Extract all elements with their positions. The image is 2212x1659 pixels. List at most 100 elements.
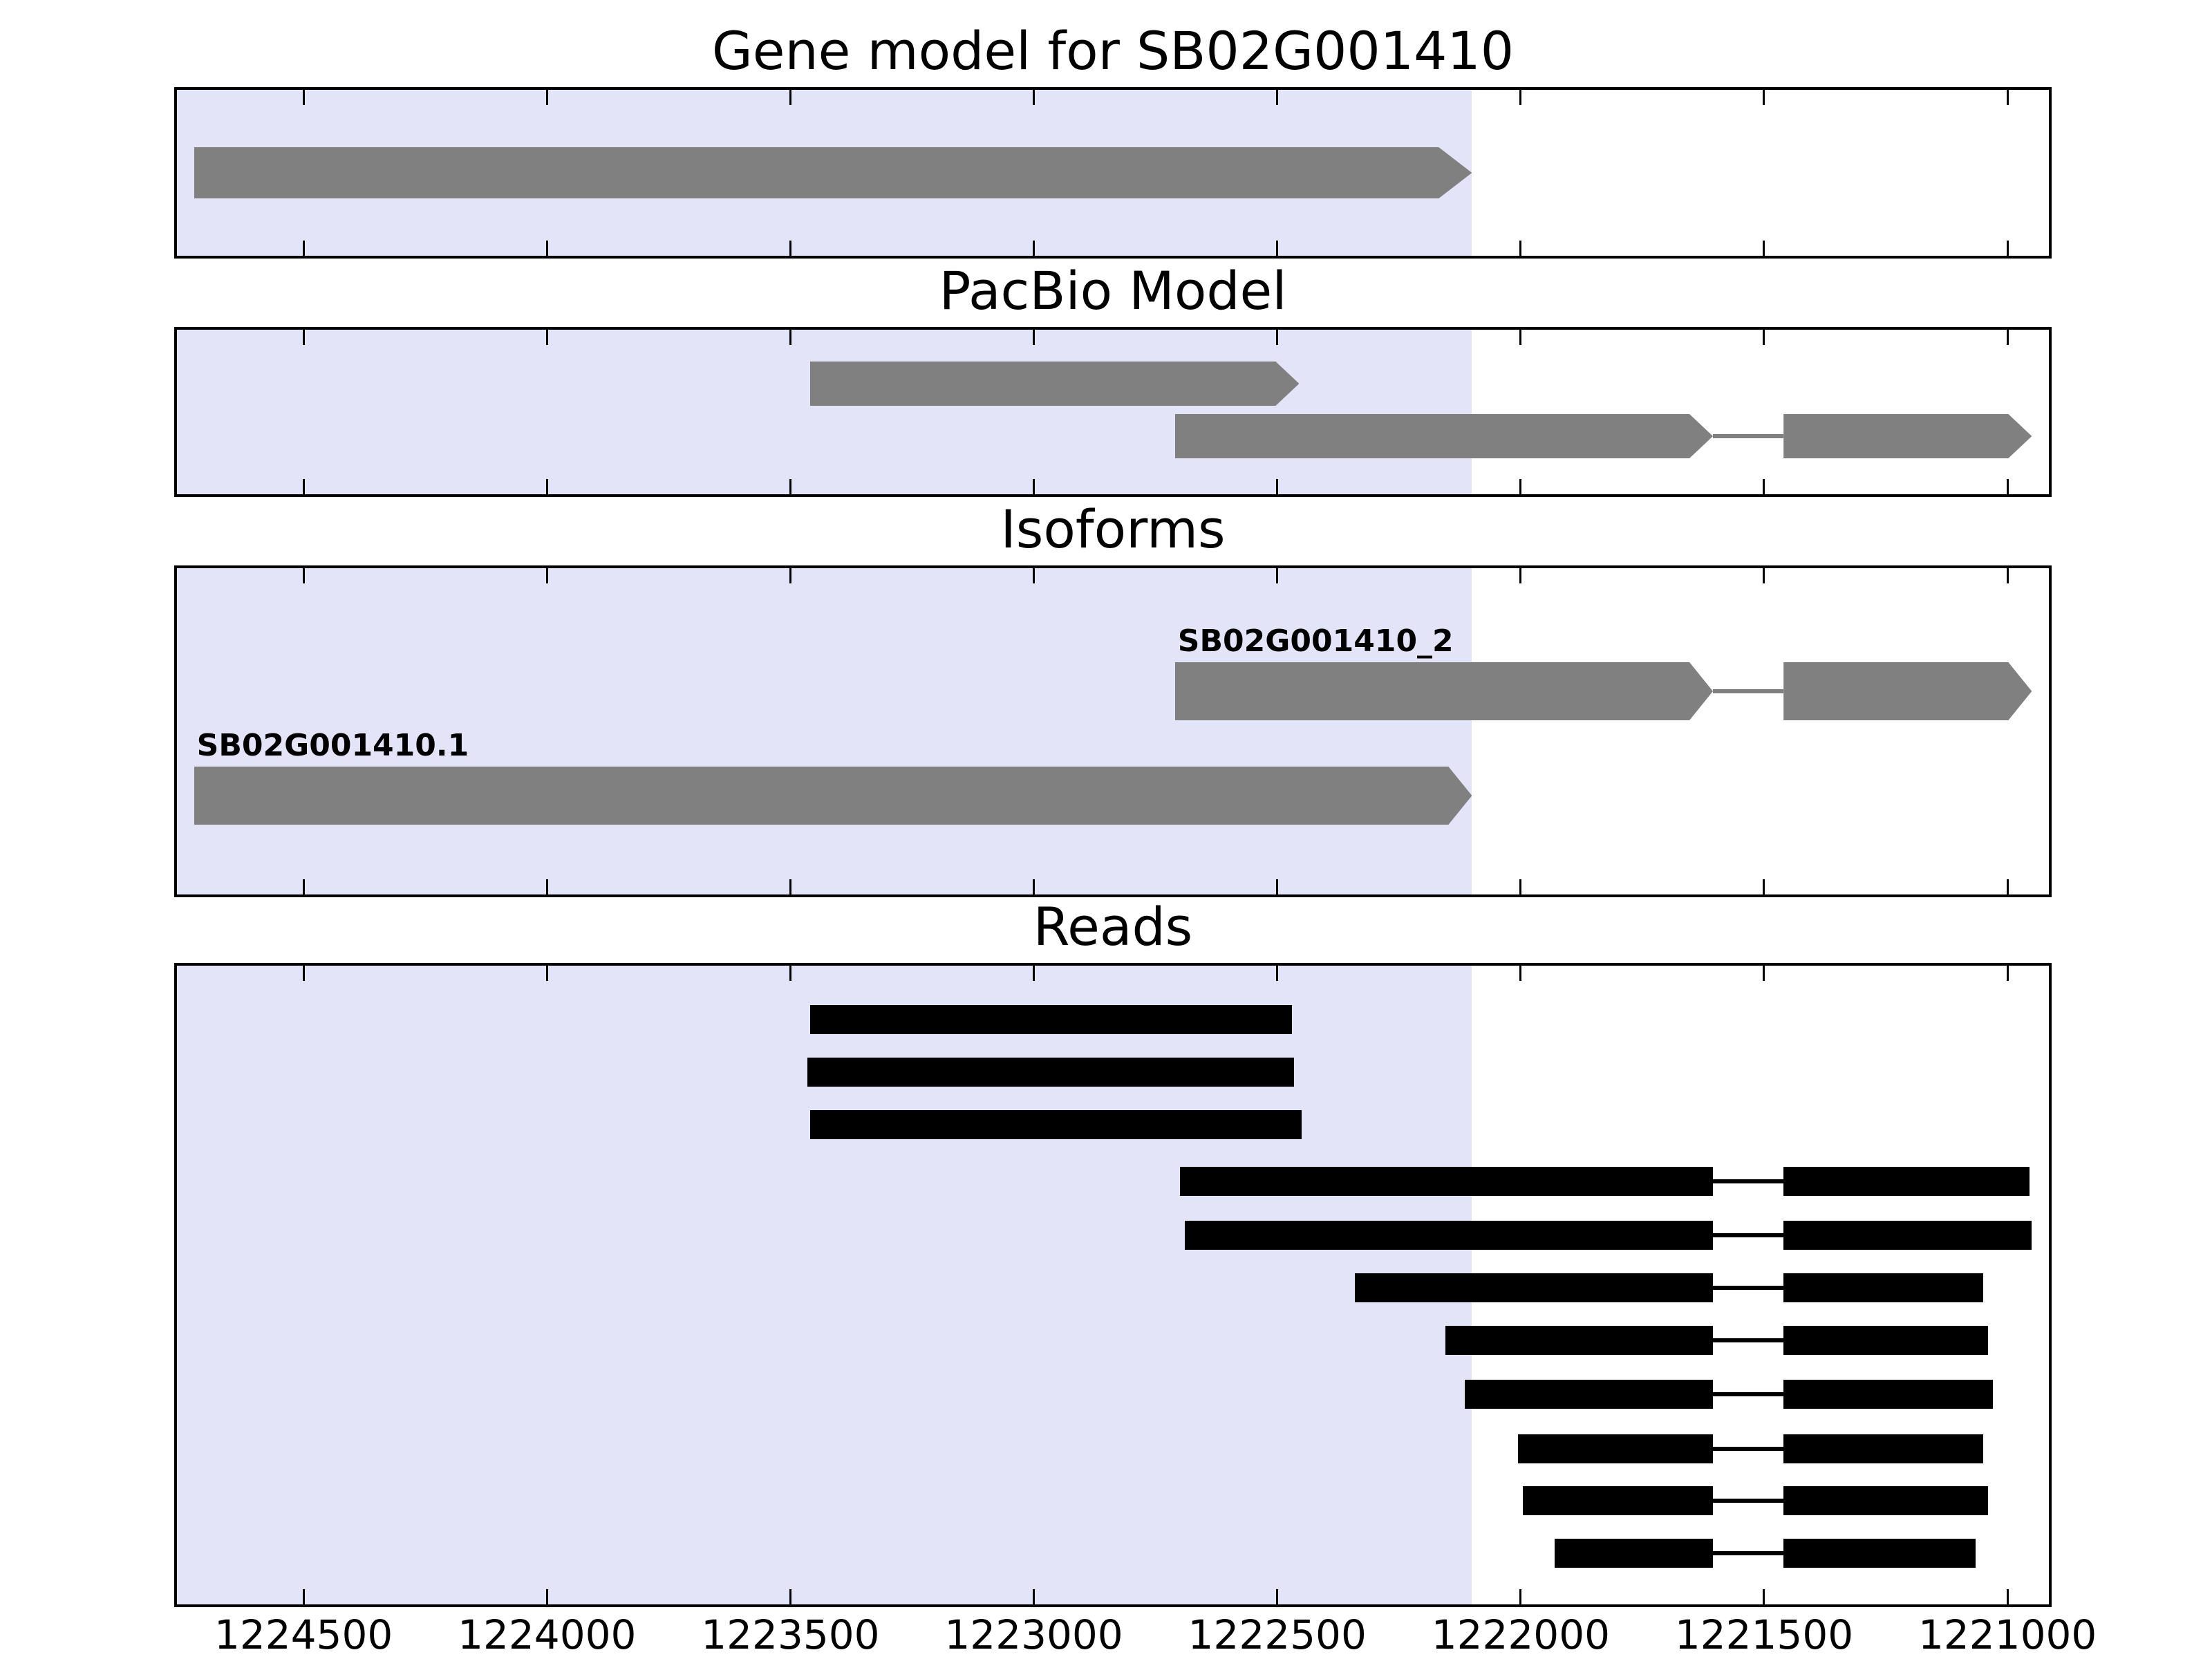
exon-block [809,1110,1302,1139]
axis-tick-mark [1519,966,1522,981]
intron-line [1713,1447,1784,1451]
axis-tick-mark [1763,479,1765,494]
x-tick-label: 1223000 [944,1611,1123,1658]
read-bar [807,1058,1295,1087]
x-tick-label: 1224500 [214,1611,393,1658]
axis-tick-mark [1763,1589,1765,1604]
axis-tick-mark [1276,966,1279,981]
highlighted-gene-region [177,568,1472,894]
isoform-arrow [194,767,1472,825]
axis-tick-mark [1763,966,1765,981]
axis-tick-mark [2006,879,2009,894]
x-tick-label: 1221500 [1674,1611,1854,1658]
axis-tick-mark [1519,568,1522,583]
exon-block [1783,1539,1976,1568]
isoform-label: SB02G001410_2 [1177,624,1454,659]
axis-tick-mark [302,479,305,494]
axis-tick-mark [545,330,548,345]
axis-tick-mark [545,879,548,894]
exon-block [194,767,1472,825]
read-bar [1518,1434,1983,1463]
exon-block [194,147,1472,198]
intron-line [1713,1286,1784,1290]
exon-block [1783,1434,1983,1463]
axis-tick-mark [545,568,548,583]
axis-tick-mark [1519,90,1522,105]
axis-tick-mark [789,1589,791,1604]
axis-tick-mark [1519,241,1522,256]
intron-line [1713,1233,1784,1237]
intron-line [1713,1392,1784,1396]
axis-tick-mark [545,1589,548,1604]
intron-line [1713,1551,1784,1555]
exon-block [1175,414,1713,458]
axis-tick-mark [302,568,305,583]
gene-model-track [174,87,2052,259]
axis-tick-mark [1276,1589,1279,1604]
pacbio-model-track [174,327,2052,497]
intron-line [1713,689,1784,693]
axis-tick-mark [1033,1589,1035,1604]
axis-tick-mark [1276,879,1279,894]
axis-tick-mark [2006,1589,2009,1604]
axis-tick-mark [789,479,791,494]
exon-block [1783,1273,1983,1302]
exon-block [1783,414,2032,458]
exon-block [1464,1380,1714,1409]
read-bar [809,1005,1292,1034]
read-bar [1523,1486,1988,1515]
axis-tick-mark [1033,879,1035,894]
axis-tick-mark [2006,90,2009,105]
axis-tick-mark [1033,241,1035,256]
x-tick-label: 1221000 [1918,1611,2097,1658]
exon-block [809,1005,1292,1034]
reads-title: Reads [1033,896,1193,957]
exon-block [1555,1539,1714,1568]
axis-tick-mark [789,330,791,345]
read-bar [1464,1380,1993,1409]
isoform-arrow [1175,662,2032,720]
pacbio-model-arrow [1175,414,2032,458]
axis-tick-mark [789,241,791,256]
highlighted-gene-region [177,330,1472,494]
exon-block [1783,1380,1993,1409]
axis-tick-mark [1276,241,1279,256]
axis-tick-mark [2006,330,2009,345]
exon-block [1783,1486,1988,1515]
exon-block [1355,1273,1714,1302]
gene-model-title: Gene model for SB02G001410 [711,20,1515,82]
exon-block [1783,662,2032,720]
axis-tick-mark [545,90,548,105]
axis-tick-mark [302,330,305,345]
axis-tick-mark [1276,479,1279,494]
axis-tick-mark [1276,90,1279,105]
axis-tick-mark [545,966,548,981]
exon-block [1783,1221,2032,1250]
x-tick-label: 1224000 [458,1611,637,1658]
exon-block [1445,1326,1714,1355]
axis-tick-mark [789,879,791,894]
axis-tick-mark [1519,1589,1522,1604]
axis-tick-mark [1033,568,1035,583]
exon-block [807,1058,1295,1087]
exon-block [810,362,1300,406]
axis-tick-mark [302,90,305,105]
x-tick-label: 1223500 [701,1611,880,1658]
axis-tick-mark [789,90,791,105]
axis-tick-mark [2006,568,2009,583]
axis-tick-mark [2006,479,2009,494]
gene-model-arrow [194,147,1472,198]
axis-tick-mark [1763,568,1765,583]
axis-tick-mark [1033,330,1035,345]
exon-block [1523,1486,1714,1515]
axis-tick-mark [1276,568,1279,583]
read-bar [1355,1273,1983,1302]
pacbio-model-title: PacBio Model [939,260,1287,321]
axis-tick-mark [1763,330,1765,345]
axis-tick-mark [302,241,305,256]
exon-block [1184,1221,1714,1250]
axis-tick-mark [302,966,305,981]
intron-line [1713,1338,1784,1342]
exon-block [1783,1167,2030,1196]
